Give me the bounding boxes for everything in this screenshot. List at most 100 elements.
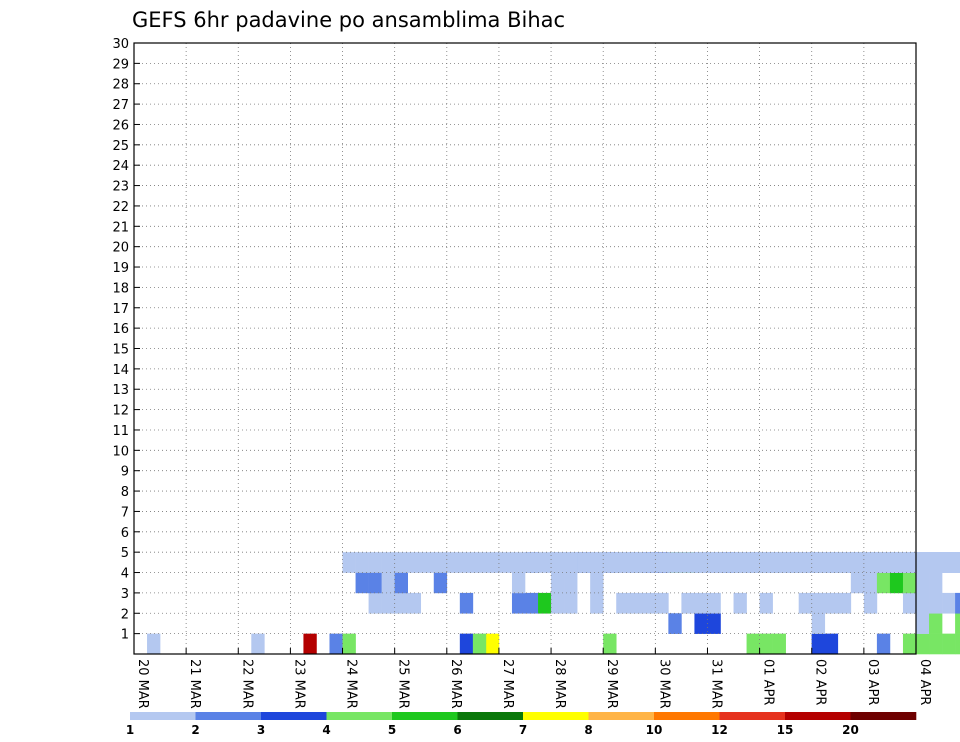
colorbar-swatch-5 (457, 712, 524, 720)
x-tick-label-3: 23 MAR (291, 659, 306, 709)
cell-15 (472, 633, 487, 655)
colorbar-label-3: 3 (257, 723, 265, 737)
x-tick-label-6: 26 MAR (448, 659, 463, 709)
cell-278 (538, 552, 552, 573)
cell-76 (850, 572, 865, 594)
cell-265 (368, 552, 382, 573)
x-tick-label-11: 31 MAR (708, 659, 723, 709)
colorbar-label-20: 20 (842, 723, 859, 737)
cell-33 (916, 613, 930, 634)
cell-53 (733, 592, 747, 614)
cell-36 (525, 592, 539, 614)
cell-18 (342, 633, 356, 655)
cell-4 (902, 633, 917, 655)
cell-290 (694, 552, 708, 573)
x-tick-label-5: 25 MAR (396, 659, 411, 709)
cell-12 (772, 633, 786, 655)
cell-43 (394, 592, 408, 614)
y-tick-label-20: 20 (112, 241, 129, 256)
colorbar-labels: 1 2 3 4 5 6 7 8 10 12 15 20 (126, 723, 859, 737)
cell-283 (603, 552, 617, 573)
cell-285 (629, 552, 643, 573)
cell-11 (603, 633, 617, 655)
cell-82 (929, 572, 943, 594)
colorbar-label-4: 4 (322, 723, 330, 737)
colorbar-label-6: 6 (453, 723, 461, 737)
cell-273 (472, 552, 487, 573)
cell-306 (902, 552, 917, 573)
cell-72 (368, 572, 382, 594)
cell-38 (551, 592, 565, 614)
x-tick-label-12: 01 APR (761, 659, 776, 705)
cell-52 (707, 592, 721, 614)
cell-32 (707, 613, 721, 634)
x-tick-label-10: 30 MAR (656, 659, 671, 709)
cell-296 (772, 552, 786, 573)
colorbar-label-7: 7 (519, 723, 527, 737)
x-tick-label-1: 21 MAR (187, 659, 202, 709)
y-tick-label-18: 18 (112, 281, 129, 296)
cell-287 (655, 552, 669, 573)
y-tick-label-28: 28 (112, 78, 129, 93)
y-tick-label-25: 25 (112, 139, 129, 154)
cell-266 (381, 552, 395, 573)
colorbar-label-10: 10 (646, 723, 663, 737)
cell-309 (942, 552, 956, 573)
cell-300 (824, 552, 839, 573)
colorbar-swatch-2 (261, 712, 327, 720)
cell-270 (433, 552, 448, 573)
colorbar-label-1: 1 (126, 723, 134, 737)
cell-19 (251, 633, 265, 655)
cell-9 (955, 633, 960, 655)
cell-304 (876, 552, 891, 573)
colorbar-swatch-8 (654, 712, 720, 720)
cell-59 (863, 592, 878, 614)
x-tick-label-9: 29 MAR (604, 659, 619, 709)
cell-35 (511, 592, 526, 614)
cell-269 (420, 552, 435, 573)
x-tick-label-2: 22 MAR (239, 659, 254, 709)
cell-277 (525, 552, 539, 573)
cell-61 (916, 592, 930, 614)
cell-25 (955, 613, 960, 634)
x-tick-label-15: 04 APR (917, 659, 932, 705)
colorbar-swatch-7 (588, 712, 655, 720)
y-tick-label-3: 3 (121, 587, 129, 602)
cell-21 (876, 633, 891, 655)
y-tick-label-30: 30 (112, 37, 129, 52)
cell-42 (381, 592, 395, 614)
cell-292 (720, 552, 734, 573)
cell-17 (329, 633, 343, 655)
cell-54 (759, 592, 773, 614)
cell-308 (929, 552, 943, 573)
colorbar-swatch-3 (326, 712, 393, 720)
cell-66 (955, 592, 960, 614)
cell-280 (564, 552, 578, 573)
cell-22 (811, 633, 826, 655)
y-tick-label-22: 22 (112, 200, 129, 215)
chart-title: GEFS 6hr padavine po ansamblima Bihac (132, 8, 565, 32)
cell-13 (459, 633, 474, 655)
colorbar-swatch-10 (785, 712, 851, 720)
cell-276 (511, 552, 526, 573)
y-tick-label-9: 9 (121, 465, 129, 480)
colorbar-swatch-6 (523, 712, 589, 720)
cell-41 (368, 592, 382, 614)
y-axis: 1234567891011121314151617181920212223242… (112, 37, 140, 643)
cell-295 (759, 552, 773, 573)
colorbar-swatch-0 (130, 712, 196, 720)
cell-289 (681, 552, 695, 573)
y-tick-label-17: 17 (112, 302, 129, 317)
y-tick-label-12: 12 (112, 404, 129, 419)
cell-257 (955, 552, 960, 573)
cell-20 (147, 633, 161, 655)
cell-272 (459, 552, 474, 573)
x-tick-label-7: 27 MAR (500, 659, 515, 709)
cell-7 (929, 633, 943, 655)
cell-44 (407, 592, 422, 614)
cell-8 (942, 633, 956, 655)
cell-73 (381, 572, 395, 594)
cell-6 (916, 633, 930, 655)
cell-282 (590, 552, 604, 573)
cell-39 (564, 592, 578, 614)
